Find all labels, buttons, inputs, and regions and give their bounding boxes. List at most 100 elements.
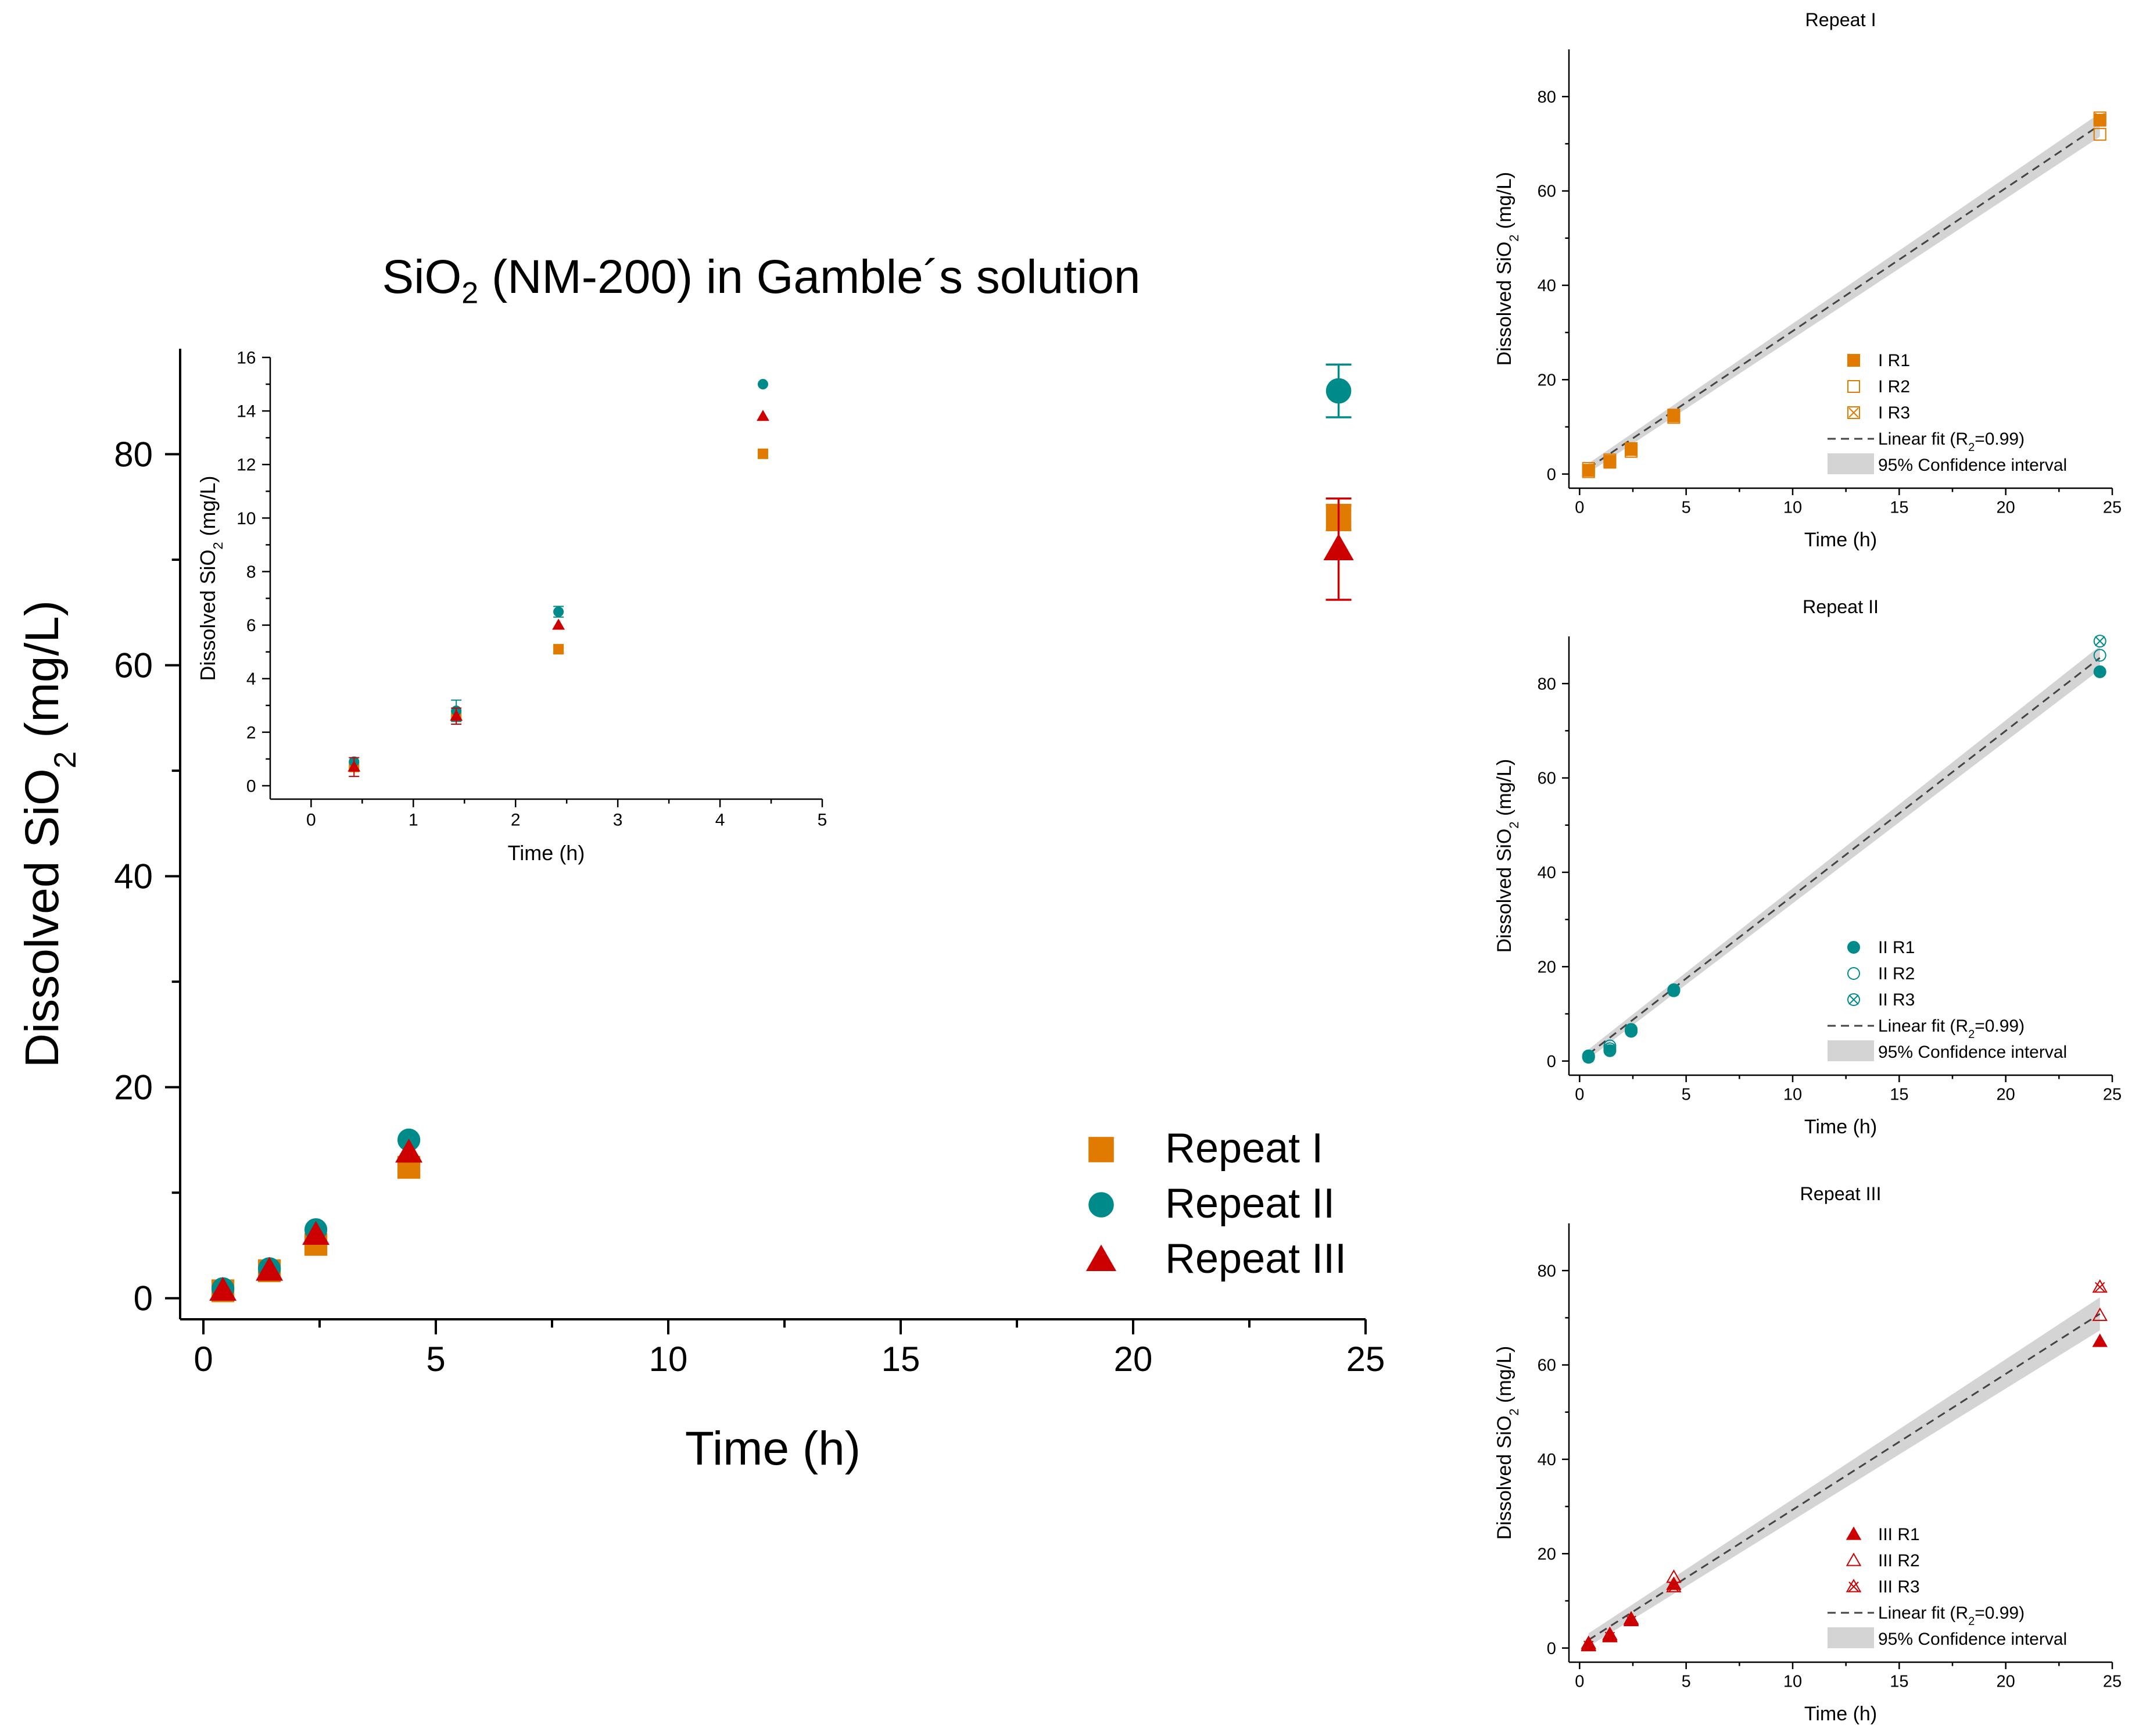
repeat-2-legend-marker-cross-b bbox=[1848, 994, 1859, 1005]
repeat-3-legend-marker bbox=[1846, 1552, 1862, 1566]
inset-xtick-label: 5 bbox=[818, 811, 827, 830]
repeat-2-xtick-label: 5 bbox=[1682, 1085, 1691, 1104]
repeat-3-legend-ci-label: 95% Confidence interval bbox=[1878, 1630, 2067, 1649]
repeat-3-chart: 0 5 10 15 20 25 0 20 40 60 80 Time (h) Dissolved SiO… bbox=[1493, 1183, 2122, 1725]
repeat-1-point bbox=[1625, 445, 1638, 458]
repeat-2-legend-marker bbox=[1847, 941, 1860, 954]
repeat-1-ytick-label: 20 bbox=[1538, 371, 1556, 389]
main-ytick-label: 20 bbox=[114, 1068, 153, 1107]
repeat-3-ytick-label: 60 bbox=[1538, 1356, 1556, 1375]
repeat-2-point-cross-b bbox=[2095, 636, 2105, 646]
repeat-1-point-cross-b bbox=[1583, 466, 1594, 477]
repeat-2-xlabel: Time (h) bbox=[1804, 1116, 1877, 1138]
repeat-1-xtick-label: 15 bbox=[1890, 498, 1908, 517]
repeat-2-xtick-label: 20 bbox=[1997, 1085, 2015, 1104]
repeat-3-legend-marker bbox=[1846, 1526, 1862, 1540]
repeat-1-point bbox=[1603, 456, 1617, 469]
repeat-3-xtick-label: 0 bbox=[1575, 1672, 1584, 1691]
repeat-1-point-cross-b bbox=[2095, 113, 2105, 123]
repeat-3-point bbox=[1581, 1638, 1596, 1652]
repeat-3-point bbox=[1666, 1569, 1682, 1583]
inset-xtick-label: 4 bbox=[715, 811, 725, 830]
repeat-1-point bbox=[2093, 111, 2106, 124]
repeat-2-legend-ci-swatch bbox=[1828, 1040, 1874, 1061]
main-chart-title: SiO2 (NM-200) in Gamble´s solution bbox=[0, 250, 1522, 310]
main-ytick-label: 40 bbox=[114, 857, 153, 896]
repeat-3-point-cross-b bbox=[1668, 1581, 1679, 1592]
repeat-2-legend-ci-label: 95% Confidence interval bbox=[1878, 1043, 2067, 1062]
repeat-1-legend-marker bbox=[1847, 406, 1860, 419]
inset-point-repeat-i bbox=[757, 448, 768, 459]
repeat-1-confidence-band bbox=[1588, 113, 2100, 473]
repeat-2-point bbox=[2093, 649, 2106, 662]
inset-xtick-label: 1 bbox=[409, 811, 418, 830]
repeat-2-ylabel: Dissolved SiO2 (mg/L) bbox=[1493, 759, 1521, 953]
legend-marker bbox=[1088, 1137, 1114, 1162]
inset-ytick-label: 4 bbox=[246, 670, 256, 689]
inset-point-repeat-iii bbox=[450, 709, 463, 721]
repeat-2-legend-fit-label: Linear fit (R2=0.99) bbox=[1878, 1016, 2025, 1041]
repeat-2-ytick-label: 0 bbox=[1547, 1053, 1556, 1071]
main-xtick-label: 15 bbox=[882, 1340, 920, 1379]
repeat-1-xtick-label: 25 bbox=[2103, 498, 2122, 517]
repeat-2-point bbox=[1603, 1042, 1617, 1055]
repeat-3-legend-label: III R2 bbox=[1878, 1551, 1920, 1570]
repeat-1-point-cross-b bbox=[1626, 446, 1636, 457]
repeat-2-legend-label: II R1 bbox=[1878, 938, 1915, 957]
repeat-2-point bbox=[1667, 984, 1681, 997]
main-point-repeat-iii bbox=[395, 1139, 423, 1163]
repeat-2-point-cross-b bbox=[1583, 1052, 1594, 1062]
repeat-3-ylabel: Dissolved SiO2 (mg/L) bbox=[1493, 1346, 1521, 1540]
repeat-1-title: Repeat I bbox=[1805, 9, 1876, 30]
repeat-3-legend-fit-label: Linear fit (R2=0.99) bbox=[1878, 1603, 2025, 1628]
repeat-3-ytick-label: 40 bbox=[1538, 1451, 1556, 1469]
repeat-1-xtick-label: 10 bbox=[1783, 498, 1802, 517]
inset-xtick-label: 2 bbox=[511, 811, 521, 830]
repeat-3-point-cross-b bbox=[1583, 1640, 1594, 1651]
inset-ytick-label: 12 bbox=[237, 456, 256, 475]
repeat-3-xlabel: Time (h) bbox=[1804, 1703, 1877, 1725]
legend-marker bbox=[1085, 1244, 1117, 1272]
repeat-1-legend-label: I R1 bbox=[1878, 351, 1910, 370]
title-part-1: SiO bbox=[382, 250, 462, 303]
repeat-3-xtick-label: 15 bbox=[1890, 1672, 1908, 1691]
inset-xtick-label: 3 bbox=[613, 811, 623, 830]
repeat-3-ytick-label: 0 bbox=[1547, 1640, 1556, 1658]
repeat-3-ytick-label: 80 bbox=[1538, 1262, 1556, 1280]
repeat-2-confidence-band bbox=[1588, 646, 2100, 1059]
main-ylabel: Dissolved SiO2 (mg/L) bbox=[16, 600, 83, 1068]
repeat-2-legend-label: II R3 bbox=[1878, 990, 1915, 1010]
repeat-1-legend-marker-cross-b bbox=[1848, 407, 1859, 418]
repeat-3-ytick-label: 20 bbox=[1538, 1545, 1556, 1563]
repeat-3-legend-marker bbox=[1846, 1578, 1862, 1592]
repeat-2-xtick-label: 10 bbox=[1783, 1085, 1802, 1104]
repeat-3-title: Repeat III bbox=[1800, 1183, 1881, 1204]
inset-ytick-label: 6 bbox=[246, 616, 256, 635]
legend-marker bbox=[1088, 1192, 1114, 1218]
inset-ytick-label: 10 bbox=[237, 509, 256, 528]
repeat-2-fit-line bbox=[1588, 657, 2101, 1055]
repeat-2-point bbox=[1582, 1051, 1595, 1064]
repeat-1-ytick-label: 0 bbox=[1547, 466, 1556, 484]
repeat-2-point bbox=[1625, 1023, 1638, 1037]
repeat-3-point bbox=[2092, 1333, 2108, 1347]
repeat-2-legend-marker bbox=[1847, 967, 1860, 980]
repeat-2-point bbox=[2093, 665, 2106, 678]
main-xtick-label: 10 bbox=[649, 1340, 688, 1379]
legend-label-repeat-i: Repeat I bbox=[1165, 1125, 1323, 1172]
repeat-1-point-cross-b bbox=[1668, 412, 1679, 423]
legend-label-repeat-iii: Repeat III bbox=[1165, 1236, 1346, 1282]
inset-point-repeat-ii bbox=[757, 379, 768, 390]
repeat-2-ytick-label: 80 bbox=[1538, 675, 1556, 693]
main-xlabel: Time (h) bbox=[685, 1422, 861, 1475]
repeat-3-xtick-label: 10 bbox=[1783, 1672, 1802, 1691]
main-xtick-label: 5 bbox=[426, 1340, 445, 1379]
repeat-2-xtick-label: 15 bbox=[1890, 1085, 1908, 1104]
main-ytick-label: 60 bbox=[114, 646, 153, 685]
inset-point-repeat-ii bbox=[553, 606, 564, 617]
repeat-1-legend-marker bbox=[1847, 380, 1860, 393]
repeat-1-legend-ci-label: 95% Confidence interval bbox=[1878, 456, 2067, 475]
